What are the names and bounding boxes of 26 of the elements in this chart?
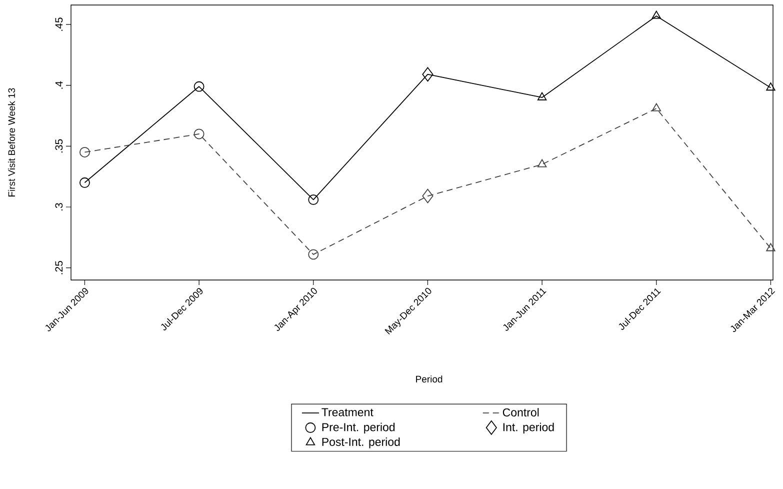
point: [194, 81, 204, 92]
point: [537, 159, 547, 168]
point: [766, 82, 776, 91]
point: [194, 128, 204, 140]
legend-label: Treatment: [322, 408, 374, 416]
legend-label: Pre-Int. period: [322, 422, 395, 434]
legend-label: Post-Int. period: [322, 438, 400, 448]
y-tick-label: .35: [55, 139, 63, 152]
legend-label: Int. period: [503, 422, 554, 434]
point: [652, 10, 661, 19]
legend-label: Control: [502, 408, 539, 416]
point: [308, 194, 319, 205]
point: [308, 249, 319, 260]
y-tick-label: .3: [55, 203, 63, 210]
point: [422, 188, 434, 204]
y-tick-label: .4: [55, 81, 63, 89]
y-axis-title: First Visit Before Week 13: [8, 88, 15, 196]
point: [537, 92, 547, 100]
point: [422, 67, 434, 82]
point: [766, 243, 776, 252]
y-tick-label: .25: [55, 260, 63, 274]
y-tick-label: .45: [55, 18, 63, 31]
point: [79, 177, 90, 188]
point: [652, 103, 661, 112]
x-axis-title: Period: [416, 376, 442, 382]
point: [79, 147, 90, 158]
